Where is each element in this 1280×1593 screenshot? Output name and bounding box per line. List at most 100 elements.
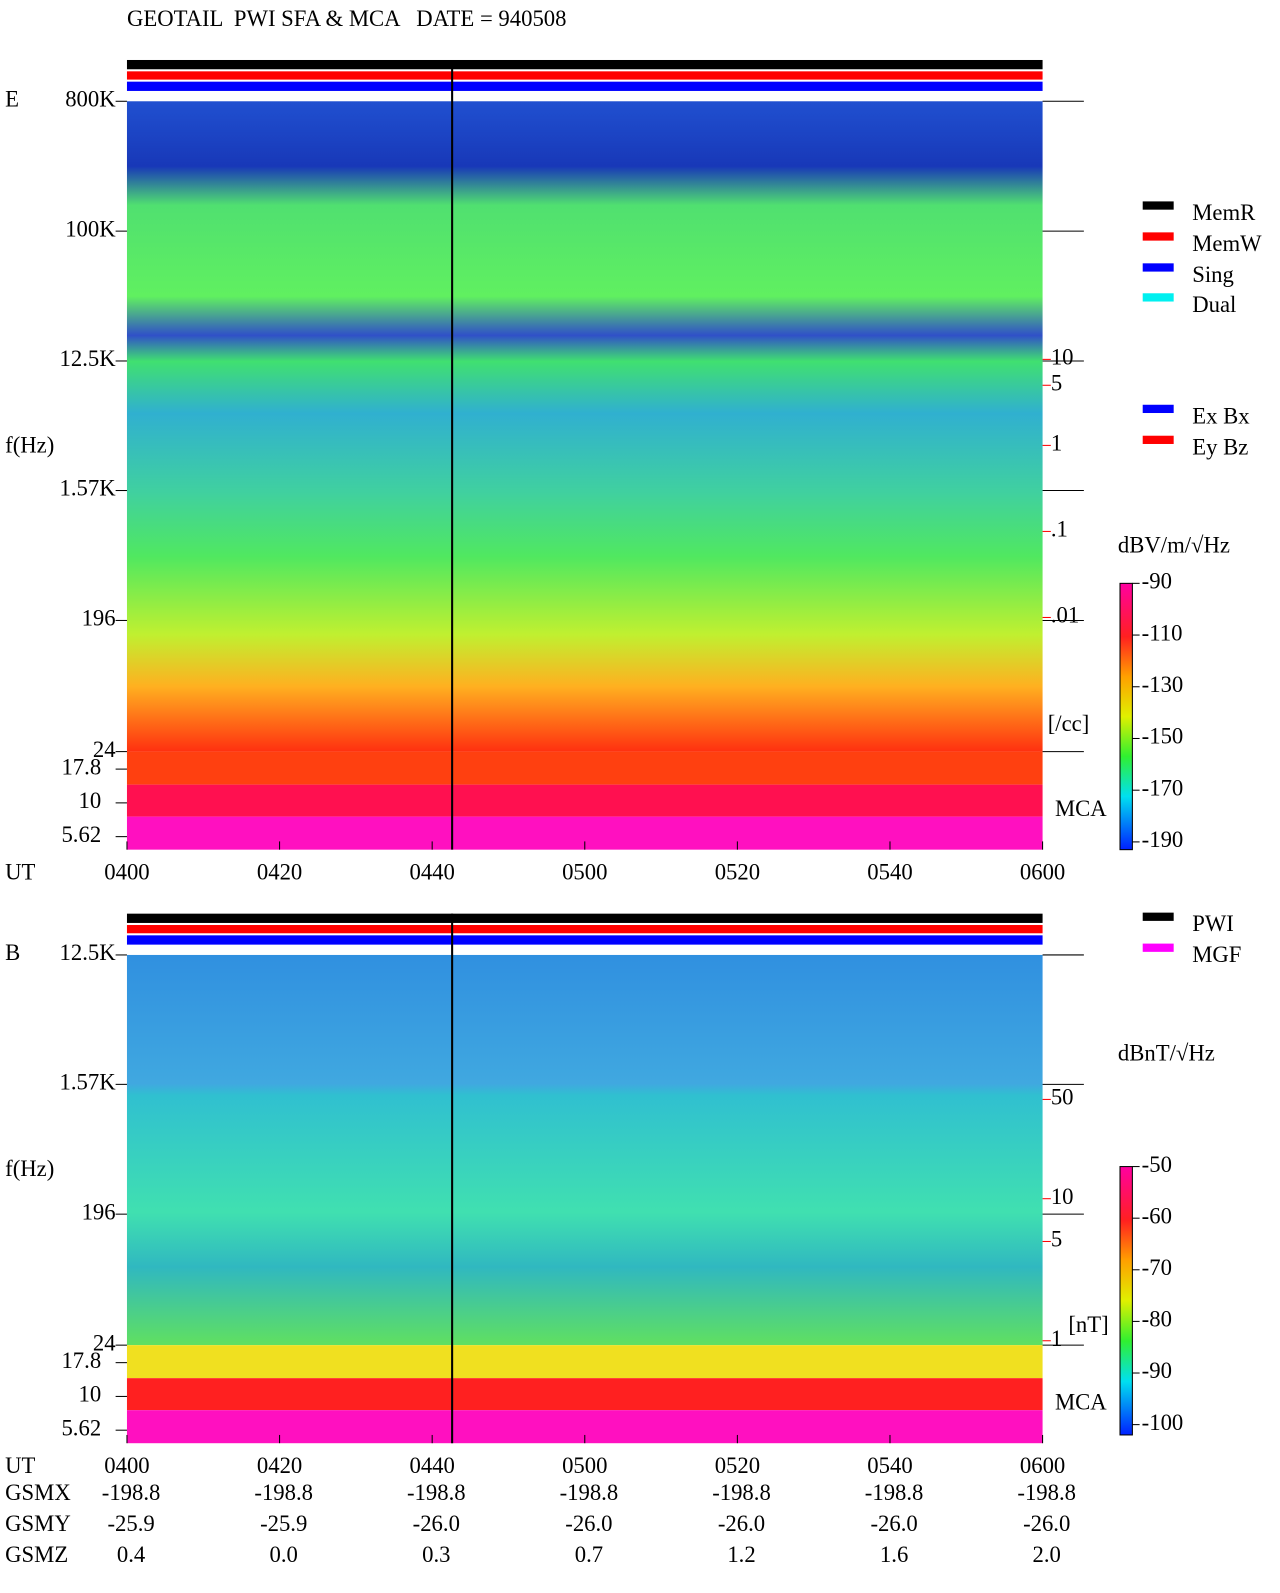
orbit-value: -198.8 xyxy=(865,1480,924,1505)
mca-band xyxy=(126,1345,1043,1379)
x-tick-label: 0540 xyxy=(867,860,912,885)
orbit-value: -198.8 xyxy=(254,1480,313,1505)
colorbar xyxy=(1119,582,1133,851)
orbit-value: 1.2 xyxy=(727,1542,755,1567)
panel-label: B xyxy=(5,940,20,965)
title: GEOTAIL PWI SFA & MCA DATE = 940508 xyxy=(127,6,567,31)
panel-label: E xyxy=(5,86,19,111)
x-tick-label: 0420 xyxy=(257,860,302,885)
colorbar xyxy=(1119,1166,1133,1436)
x-axis-label: UT xyxy=(5,1453,35,1478)
orbit-value: -198.8 xyxy=(102,1480,161,1505)
x-tick-label: 0540 xyxy=(867,1453,912,1478)
right-tick-label: 1 xyxy=(1051,1326,1062,1351)
legend-label: MemR xyxy=(1192,200,1256,225)
mca-tick-label: 5.62 xyxy=(61,1415,101,1440)
legend-swatch xyxy=(1142,404,1174,414)
x-tick-label: 0400 xyxy=(104,1453,149,1478)
legend-swatch xyxy=(1142,263,1174,272)
mca-band xyxy=(126,751,1043,785)
x-tick-label: 0400 xyxy=(104,860,149,885)
y-tick-label: 12.5K xyxy=(60,346,117,371)
orbit-label: GSMX xyxy=(5,1480,71,1505)
spectrogram xyxy=(126,954,1043,1346)
right-tick-label: 5 xyxy=(1051,1227,1062,1252)
colorbar-tick-label: -190 xyxy=(1142,827,1184,852)
orbit-value: -25.9 xyxy=(260,1511,307,1536)
colorbar-tick-label: -60 xyxy=(1142,1203,1172,1228)
legend-label: MemW xyxy=(1192,231,1262,256)
legend-label: Sing xyxy=(1192,262,1234,287)
colorbar-tick-label: -50 xyxy=(1142,1152,1172,1177)
right-axis-unit: [nT] xyxy=(1068,1312,1108,1337)
orbit-value: -26.0 xyxy=(565,1511,612,1536)
legend-swatch xyxy=(1142,201,1174,210)
colorbar-label: dBV/m/√Hz xyxy=(1118,532,1230,557)
y-tick-label: 1.57K xyxy=(60,476,117,501)
right-tick-label: 10 xyxy=(1051,1184,1074,1209)
orbit-value: -198.8 xyxy=(560,1480,619,1505)
mca-band xyxy=(126,1378,1043,1411)
orbit-value: 0.4 xyxy=(117,1542,145,1567)
orbit-label: GSMZ xyxy=(5,1542,68,1567)
colorbar-tick-label: -110 xyxy=(1142,620,1183,645)
y-tick-label: 1.57K xyxy=(60,1070,117,1095)
legend-swatch xyxy=(1142,293,1174,302)
legend-swatch xyxy=(1142,912,1174,921)
orbit-value: 0.3 xyxy=(422,1542,450,1567)
orbit-value: -26.0 xyxy=(1023,1511,1070,1536)
colorbar-tick-label: -100 xyxy=(1142,1410,1184,1435)
x-tick-label: 0440 xyxy=(409,860,454,885)
right-tick-label: 50 xyxy=(1051,1085,1074,1110)
legend-label: Ey Bz xyxy=(1192,434,1248,459)
colorbar-tick-label: -70 xyxy=(1142,1255,1172,1280)
orbit-value: -26.0 xyxy=(718,1511,765,1536)
x-tick-label: 0440 xyxy=(409,1453,454,1478)
y-tick-label: 196 xyxy=(82,606,116,631)
right-tick-label: .01 xyxy=(1051,603,1079,628)
x-axis-label: UT xyxy=(5,860,35,885)
orbit-value: 2.0 xyxy=(1033,1542,1061,1567)
orbit-value: -26.0 xyxy=(870,1511,917,1536)
colorbar-tick-label: -170 xyxy=(1142,775,1184,800)
mca-band xyxy=(126,784,1043,817)
status-bar xyxy=(126,59,1043,70)
status-bar xyxy=(126,81,1043,91)
legend-label: Ex Bx xyxy=(1192,403,1250,428)
orbit-value: -198.8 xyxy=(712,1480,771,1505)
mca-tick-label: 10 xyxy=(78,1382,101,1407)
x-tick-label: 0600 xyxy=(1020,860,1065,885)
x-tick-label: 0420 xyxy=(257,1453,302,1478)
legend-label: PWI xyxy=(1192,911,1234,936)
mca-tick-label: 17.8 xyxy=(61,1348,101,1373)
y-tick-label: 12.5K xyxy=(60,940,117,965)
orbit-value: -198.8 xyxy=(1017,1480,1076,1505)
spectrogram xyxy=(126,101,1043,752)
mca-tick-label: 5.62 xyxy=(61,822,101,847)
right-tick-label: .1 xyxy=(1051,517,1068,542)
y-axis-label: f(Hz) xyxy=(5,432,54,457)
status-bar xyxy=(126,935,1043,945)
legend-swatch xyxy=(1142,943,1174,952)
status-bar xyxy=(126,71,1043,80)
orbit-label: GSMY xyxy=(5,1511,71,1536)
right-axis-unit: [/cc] xyxy=(1048,711,1090,736)
mca-tick-label: 17.8 xyxy=(61,754,101,779)
colorbar-tick-label: -130 xyxy=(1142,672,1184,697)
colorbar-tick-label: -150 xyxy=(1142,724,1184,749)
colorbar-tick-label: -80 xyxy=(1142,1307,1172,1332)
right-tick-label: 1 xyxy=(1051,431,1062,456)
colorbar-label: dBnT/√Hz xyxy=(1118,1040,1215,1065)
y-tick-label: 24 xyxy=(93,1330,116,1355)
right-tick-label: 5 xyxy=(1051,370,1062,395)
mca-label: MCA xyxy=(1055,1390,1107,1415)
x-tick-label: 0600 xyxy=(1020,1453,1065,1478)
y-tick-label: 800K xyxy=(65,86,116,111)
x-tick-label: 0500 xyxy=(562,1453,607,1478)
status-bar xyxy=(126,925,1043,934)
orbit-value: -26.0 xyxy=(413,1511,460,1536)
orbit-value: 0.0 xyxy=(270,1542,298,1567)
y-tick-label: 24 xyxy=(93,737,116,762)
